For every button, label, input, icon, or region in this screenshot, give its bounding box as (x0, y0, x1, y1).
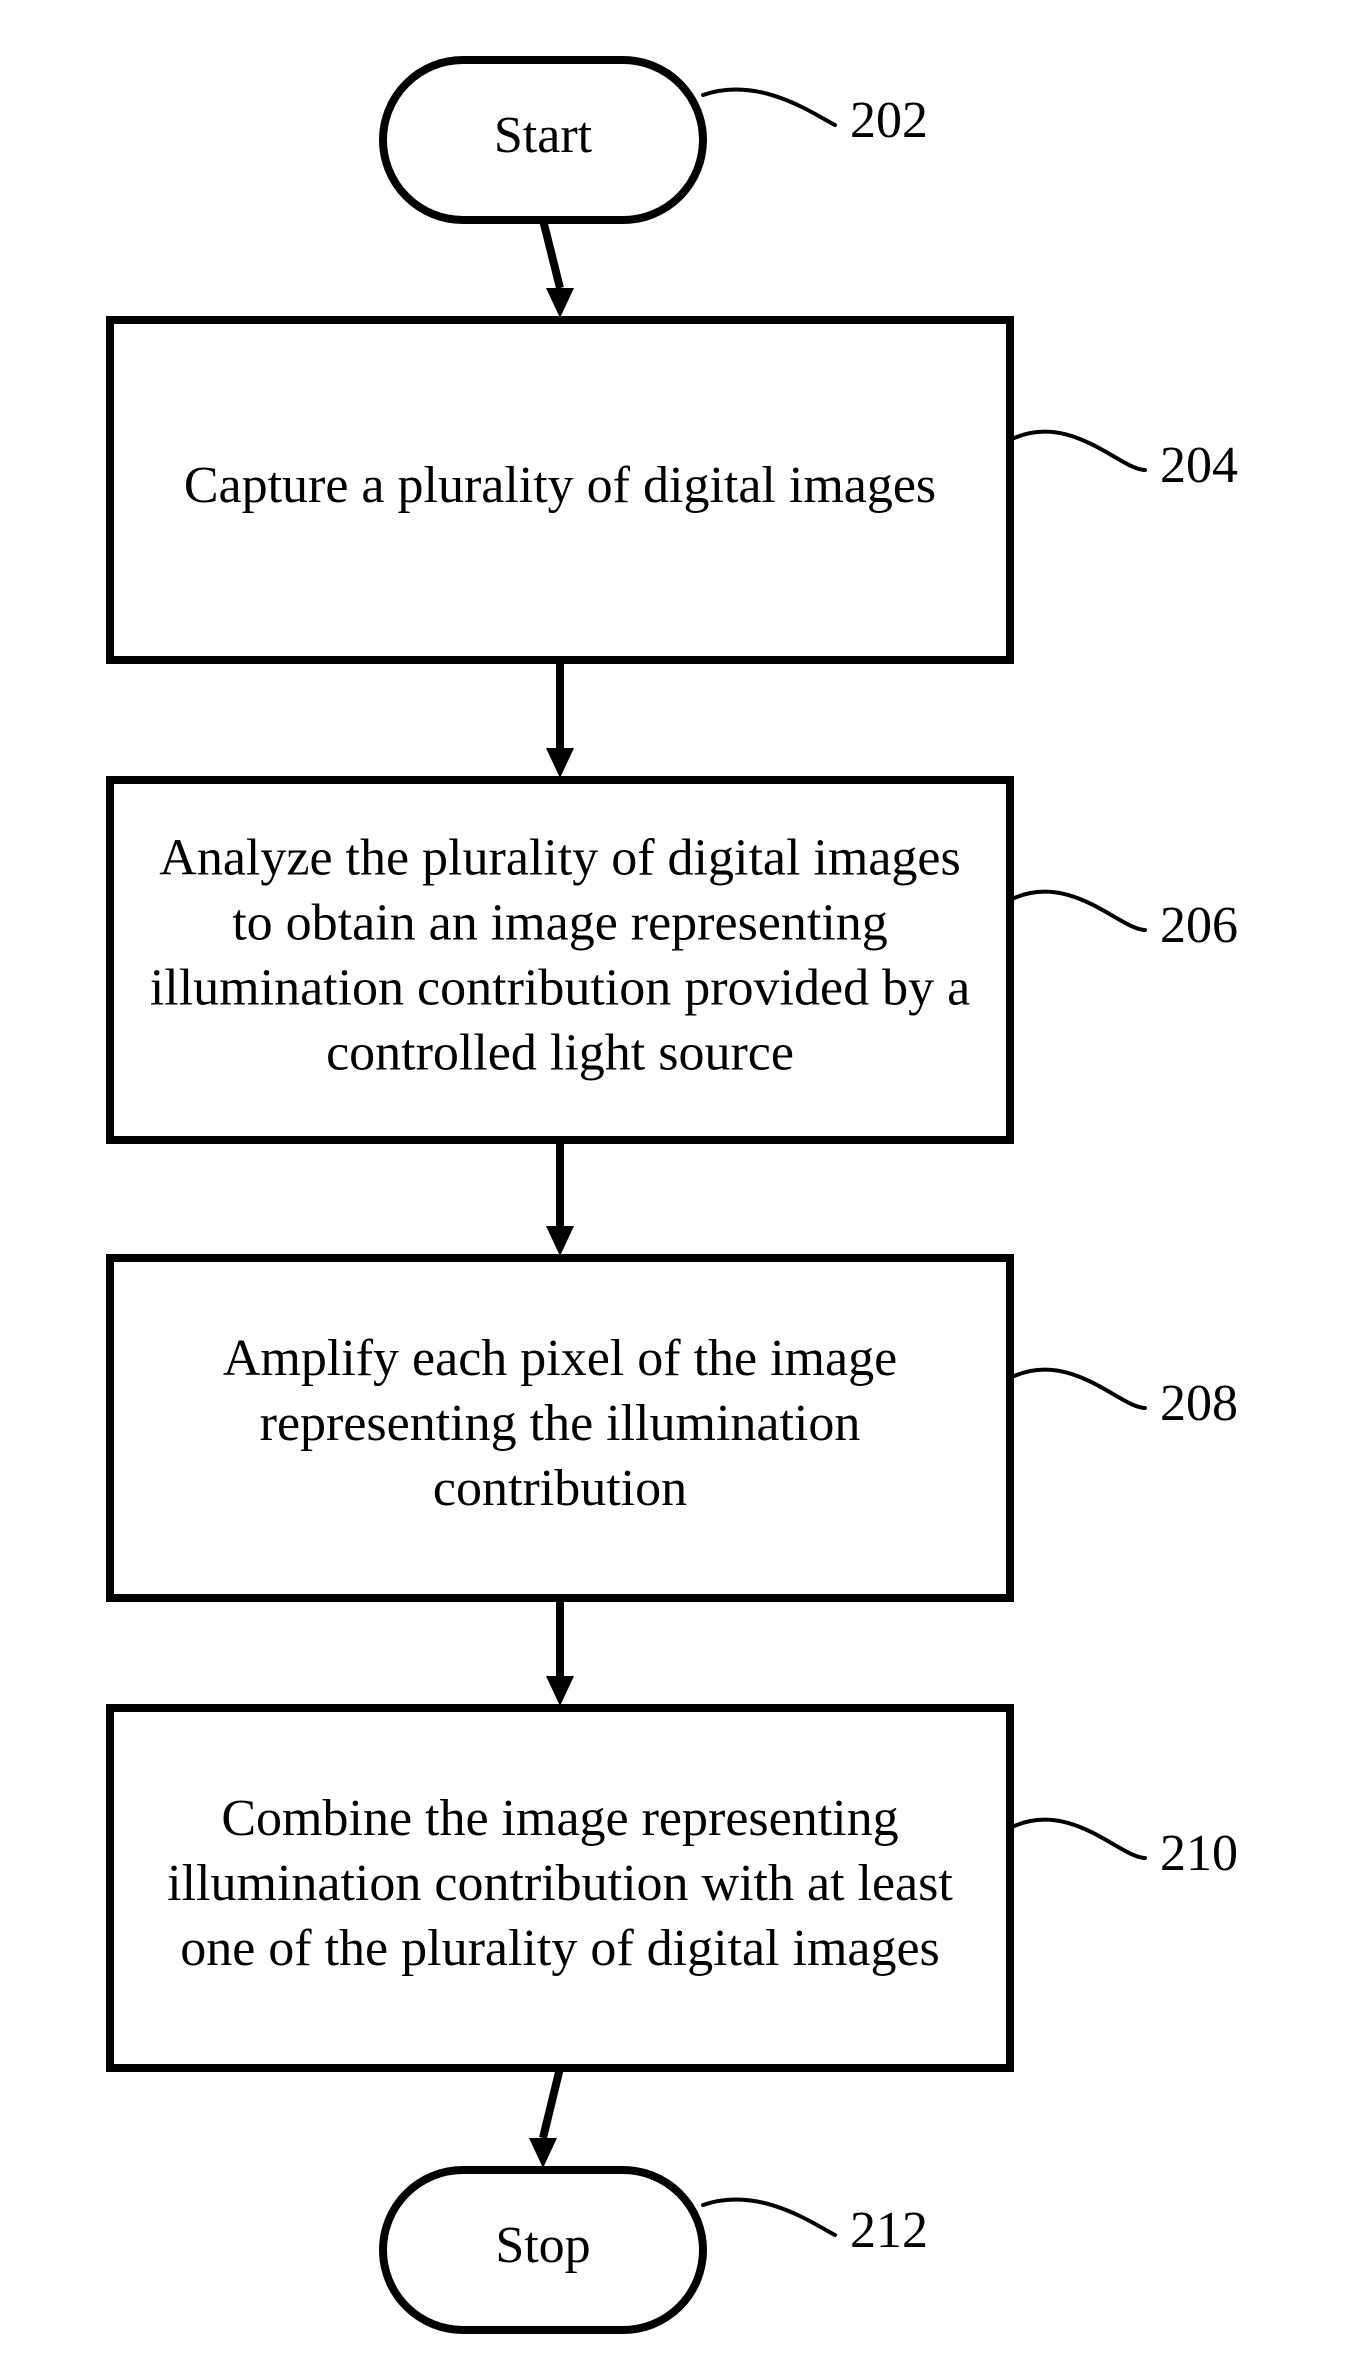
node-text: Start (494, 107, 593, 164)
ref-leader (703, 89, 835, 125)
ref-leader (1010, 892, 1145, 930)
ref-label: 208 (1160, 1375, 1238, 1432)
node-text: Capture a plurality of digital images (184, 457, 936, 514)
ref-leader (1010, 1370, 1145, 1408)
ref-leader (1010, 1820, 1145, 1858)
ref-label: 204 (1160, 437, 1238, 494)
ref-label: 202 (850, 92, 928, 149)
node-n212: Stop 212 (383, 2170, 928, 2330)
edge-shaft (543, 220, 560, 288)
edge-shaft (543, 2068, 560, 2138)
node-n208: Amplify each pixel of the imagerepresent… (110, 1258, 1238, 1598)
node-n206: Analyze the plurality of digital imagest… (110, 780, 1238, 1140)
ref-label: 206 (1160, 897, 1238, 954)
node-n202: Start 202 (383, 60, 928, 220)
ref-label: 210 (1160, 1825, 1238, 1882)
edge-arrowhead (546, 748, 574, 778)
ref-leader (1010, 432, 1145, 470)
node-text: Combine the image representingilluminati… (167, 1790, 953, 1977)
edge-arrowhead (529, 2138, 557, 2168)
edge-arrowhead (546, 1676, 574, 1706)
ref-leader (703, 2199, 835, 2235)
edge-arrowhead (546, 288, 574, 318)
node-n210: Combine the image representingilluminati… (110, 1708, 1238, 2068)
node-text: Stop (495, 2217, 590, 2274)
edge-arrowhead (546, 1226, 574, 1256)
nodes-layer: Start 202 Capture a plurality of digital i… (110, 60, 1238, 2330)
ref-label: 212 (850, 2202, 928, 2259)
node-n204: Capture a plurality of digital images 204 (110, 320, 1238, 660)
